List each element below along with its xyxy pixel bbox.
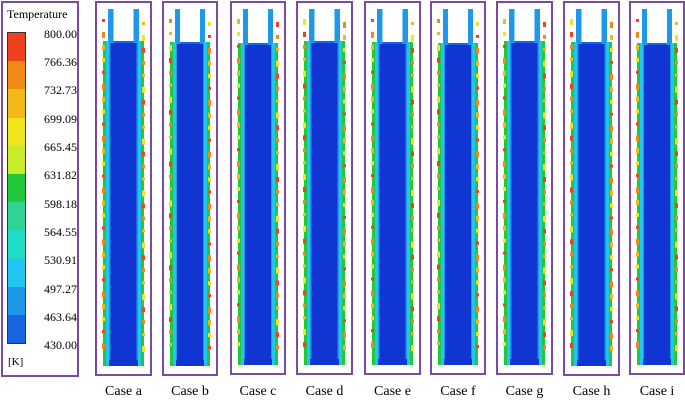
legend-swatch xyxy=(8,258,25,287)
legend-tick-label: 497.27 xyxy=(44,282,77,296)
legend-tick-labels: 800.00 766.36 732.73 699.09 665.45 631.8… xyxy=(29,27,79,352)
temperature-contour xyxy=(636,9,678,365)
case-caption: Case i xyxy=(639,384,675,399)
temperature-contour xyxy=(102,9,145,366)
legend-swatch xyxy=(8,286,25,315)
legend-tick-label: 732.73 xyxy=(44,83,77,97)
legend-swatch xyxy=(8,173,25,203)
legend-tick-label: 766.36 xyxy=(44,55,77,69)
case-contour-a xyxy=(95,1,152,376)
case-caption: Case g xyxy=(505,384,544,399)
legend-tick-label: 530.91 xyxy=(44,253,77,267)
case-contour-g xyxy=(496,1,553,375)
case-caption: Case f xyxy=(440,384,476,399)
legend-swatch xyxy=(8,61,25,90)
temperature-contour xyxy=(503,9,546,365)
case-caption: Case a xyxy=(105,384,142,399)
legend-tick-label: 631.82 xyxy=(44,168,77,182)
case-contour-f xyxy=(430,1,486,375)
legend-tick-label: 430.00 xyxy=(44,338,77,352)
legend-tick-label: 564.55 xyxy=(44,225,77,239)
case-contour-h xyxy=(563,1,620,376)
temperature-contour xyxy=(169,9,211,366)
temperature-contour xyxy=(303,9,346,365)
case-contour-i xyxy=(629,1,685,375)
case-caption: Case e xyxy=(374,384,411,399)
temperature-contour xyxy=(237,9,279,365)
case-caption: Case b xyxy=(171,384,209,399)
legend-swatch xyxy=(8,230,25,259)
case-contour-b xyxy=(162,1,218,376)
case-contour-d xyxy=(296,1,353,375)
legend-title: Temperature xyxy=(7,7,68,21)
case-contour-c xyxy=(230,1,286,375)
legend-tick-label: 800.00 xyxy=(44,27,77,41)
legend-tick-label: 665.45 xyxy=(44,140,77,154)
legend-tick-label: 463.64 xyxy=(44,310,77,324)
legend-unit: [K] xyxy=(8,356,24,368)
case-caption: Case h xyxy=(572,384,611,399)
legend-tick-label: 699.09 xyxy=(44,112,77,126)
temperature-contour xyxy=(437,9,479,365)
temperature-legend: Temperature 800.00 766.36 732.73 699.09 … xyxy=(1,1,79,377)
temperature-contour xyxy=(371,9,414,365)
legend-tick-label: 598.18 xyxy=(44,197,77,211)
case-contour-e xyxy=(364,1,421,375)
legend-swatch xyxy=(8,314,25,344)
legend-swatch xyxy=(8,117,25,146)
legend-swatch xyxy=(8,145,25,174)
case-caption: Case c xyxy=(239,384,277,399)
temperature-contour xyxy=(570,9,613,366)
legend-swatch xyxy=(8,33,25,62)
legend-color-bar xyxy=(7,32,26,344)
case-caption: Case d xyxy=(305,384,344,399)
legend-swatch xyxy=(8,89,25,118)
legend-swatch xyxy=(8,202,25,231)
